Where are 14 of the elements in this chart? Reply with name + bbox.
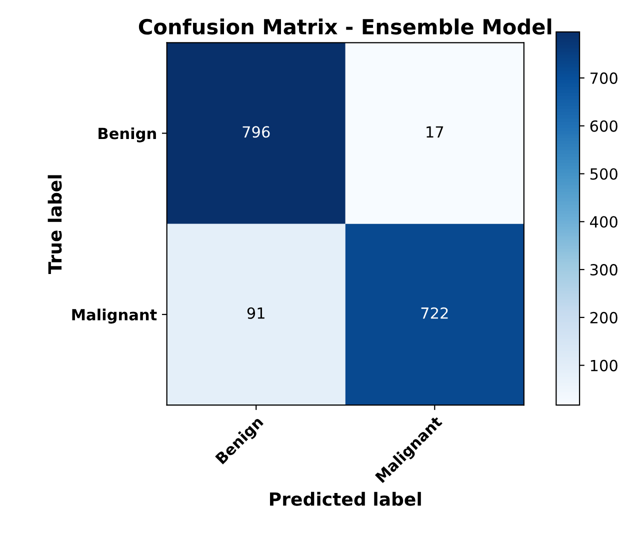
color-bar-label: 300 [590,264,618,276]
color-bar-label: 200 [590,312,618,324]
data-label: 91 [247,307,264,319]
color-bar-label: 400 [590,216,618,228]
x-axis-title: Predicted label [270,492,421,506]
color-bar-label: 100 [590,360,618,372]
color-bar-label: 500 [590,168,618,180]
data-label: 796 [242,126,270,138]
color-bar-label: 700 [590,72,618,84]
chart-title: Confusion Matrix - Ensemble Model [138,18,552,35]
data-label: 722 [421,307,448,319]
data-label: 17 [426,126,444,138]
color-bar-label: 600 [590,120,618,132]
y-axis-title: True label [48,175,62,274]
